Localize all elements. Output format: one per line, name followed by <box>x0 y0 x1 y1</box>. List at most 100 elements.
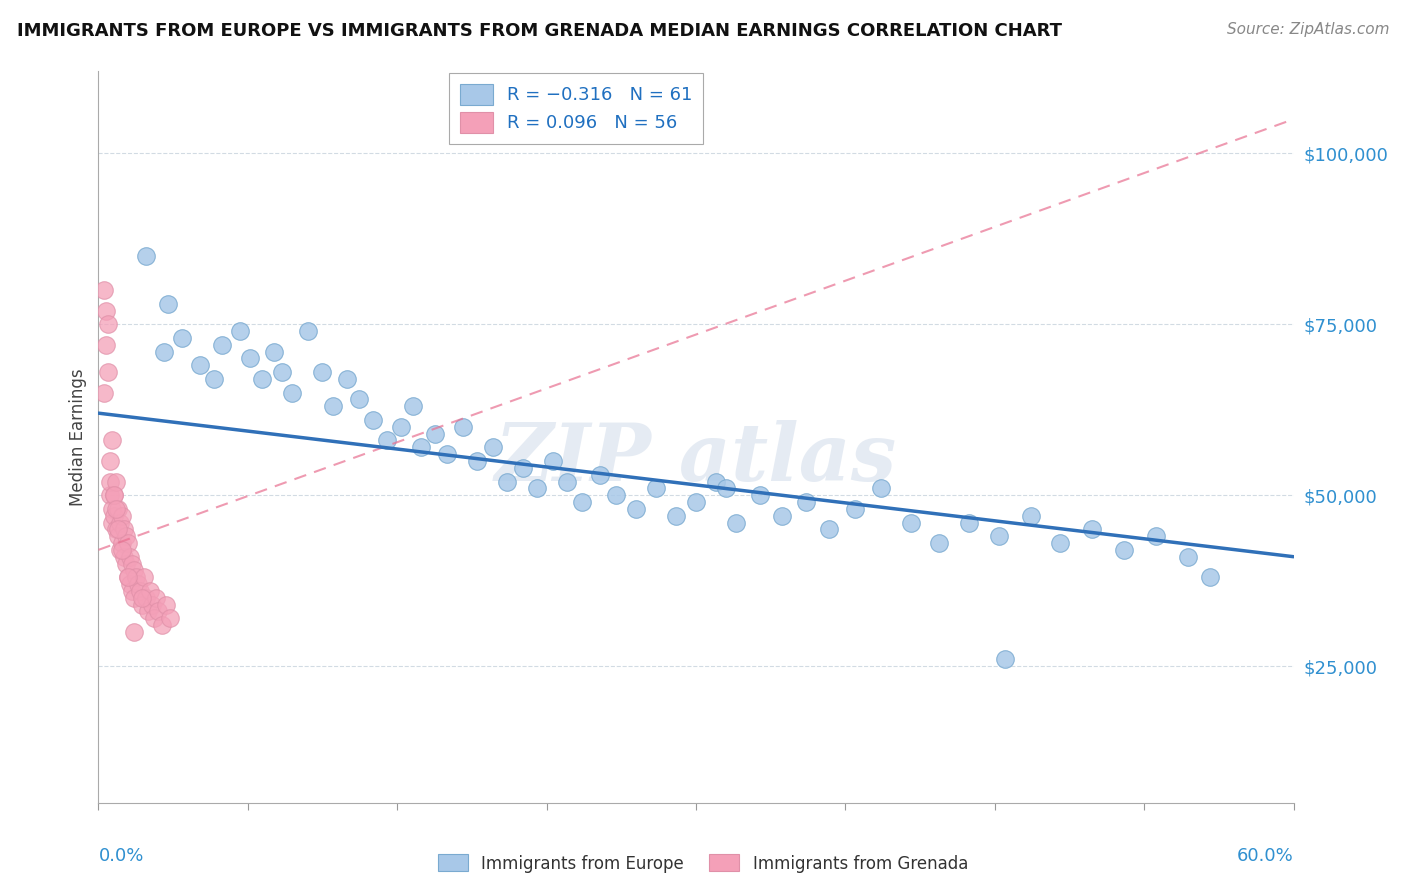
Point <box>134 570 156 584</box>
Point <box>111 542 134 557</box>
Point <box>103 488 125 502</box>
Point <box>818 522 841 536</box>
Point <box>172 331 194 345</box>
Point <box>526 481 548 495</box>
Point <box>229 324 252 338</box>
Point <box>1049 536 1071 550</box>
Point <box>211 338 233 352</box>
Point <box>129 583 152 598</box>
Point <box>1144 529 1167 543</box>
Point <box>131 591 153 605</box>
Point <box>263 344 285 359</box>
Point <box>297 324 319 338</box>
Point <box>1114 542 1136 557</box>
Point <box>120 577 142 591</box>
Point <box>111 508 134 523</box>
Point <box>155 598 177 612</box>
Point <box>98 454 122 468</box>
Point <box>115 557 138 571</box>
Point <box>117 570 139 584</box>
Text: IMMIGRANTS FROM EUROPE VS IMMIGRANTS FROM GRENADA MEDIAN EARNINGS CORRELATION CH: IMMIGRANTS FROM EUROPE VS IMMIGRANTS FRO… <box>17 22 1062 40</box>
Point <box>97 318 120 332</box>
Point <box>402 400 425 414</box>
Point <box>112 549 135 564</box>
Point <box>124 563 146 577</box>
Point <box>131 598 153 612</box>
Point <box>117 536 139 550</box>
Point <box>101 501 124 516</box>
Point <box>135 249 157 263</box>
Point <box>349 392 371 407</box>
Point <box>103 508 125 523</box>
Point <box>107 522 129 536</box>
Point <box>125 570 148 584</box>
Point <box>107 501 129 516</box>
Point <box>136 604 159 618</box>
Point <box>423 426 446 441</box>
Point <box>541 454 564 468</box>
Point <box>239 351 262 366</box>
Y-axis label: Median Earnings: Median Earnings <box>69 368 87 506</box>
Point <box>188 359 211 373</box>
Legend: Immigrants from Europe, Immigrants from Grenada: Immigrants from Europe, Immigrants from … <box>432 847 974 880</box>
Point <box>153 344 176 359</box>
Point <box>465 454 488 468</box>
Point <box>555 475 578 489</box>
Point <box>1019 508 1042 523</box>
Point <box>1081 522 1104 536</box>
Point <box>665 508 688 523</box>
Point <box>120 549 142 564</box>
Point <box>110 516 132 530</box>
Point <box>900 516 922 530</box>
Point <box>451 420 474 434</box>
Point <box>124 624 146 639</box>
Text: ZIP atlas: ZIP atlas <box>495 420 897 498</box>
Text: 60.0%: 60.0% <box>1237 847 1294 864</box>
Point <box>141 598 163 612</box>
Point <box>96 338 118 352</box>
Point <box>98 488 122 502</box>
Point <box>124 591 146 605</box>
Point <box>157 297 180 311</box>
Point <box>139 583 162 598</box>
Point <box>870 481 893 495</box>
Point <box>121 557 143 571</box>
Point <box>150 618 173 632</box>
Point <box>375 434 398 448</box>
Text: 0.0%: 0.0% <box>98 847 143 864</box>
Point <box>107 529 129 543</box>
Point <box>105 501 128 516</box>
Point <box>135 591 157 605</box>
Point <box>117 570 139 584</box>
Point <box>512 460 534 475</box>
Point <box>311 365 333 379</box>
Point <box>93 283 115 297</box>
Point <box>495 475 517 489</box>
Legend: R = −0.316   N = 61, R = 0.096   N = 56: R = −0.316 N = 61, R = 0.096 N = 56 <box>450 73 703 144</box>
Point <box>202 372 225 386</box>
Point <box>714 481 737 495</box>
Point <box>111 536 134 550</box>
Point <box>280 385 302 400</box>
Point <box>110 542 132 557</box>
Point <box>748 488 770 502</box>
Point <box>589 467 612 482</box>
Point <box>987 529 1010 543</box>
Point <box>389 420 412 434</box>
Point <box>482 440 505 454</box>
Point <box>143 611 166 625</box>
Point <box>724 516 747 530</box>
Point <box>159 611 181 625</box>
Point <box>571 495 593 509</box>
Point <box>105 522 128 536</box>
Point <box>770 508 793 523</box>
Point <box>96 303 118 318</box>
Point <box>685 495 707 509</box>
Point <box>270 365 292 379</box>
Point <box>605 488 627 502</box>
Point <box>97 365 120 379</box>
Point <box>957 516 980 530</box>
Point <box>121 583 143 598</box>
Text: Source: ZipAtlas.com: Source: ZipAtlas.com <box>1226 22 1389 37</box>
Point <box>148 604 170 618</box>
